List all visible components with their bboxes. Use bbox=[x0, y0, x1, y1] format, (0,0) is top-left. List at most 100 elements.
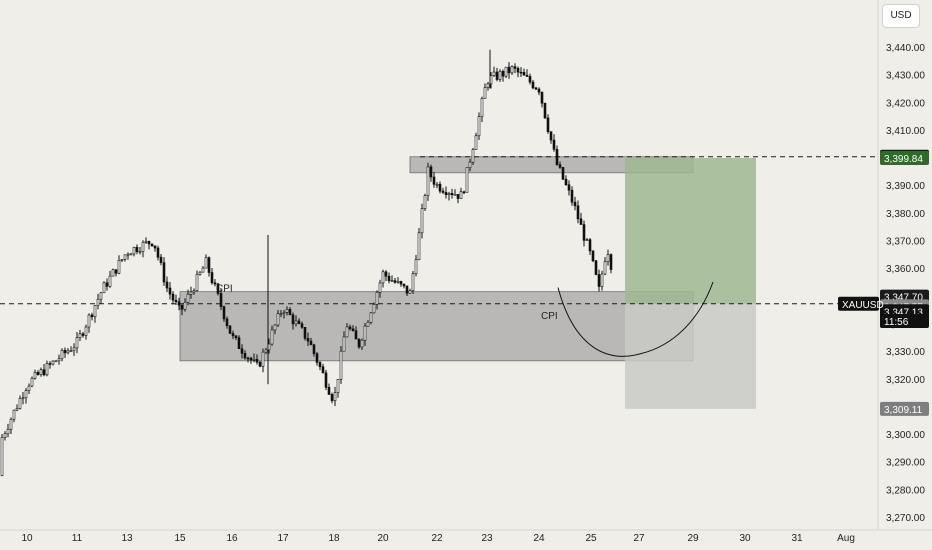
candle bbox=[357, 338, 361, 349]
candle bbox=[189, 286, 193, 299]
candle bbox=[558, 161, 562, 169]
time-tick: 27 bbox=[633, 533, 645, 544]
candle bbox=[201, 266, 205, 273]
candle bbox=[492, 66, 496, 78]
candle bbox=[330, 392, 334, 404]
candle bbox=[162, 257, 166, 287]
price-axis[interactable]: 3,440.003,430.003,420.003,410.003,400.00… bbox=[838, 43, 929, 524]
candle bbox=[327, 383, 331, 396]
candle bbox=[294, 315, 298, 327]
candle bbox=[312, 343, 316, 357]
candle bbox=[255, 354, 259, 365]
candle bbox=[354, 326, 358, 340]
price-tick: 3,320.00 bbox=[886, 375, 925, 386]
candle bbox=[579, 212, 583, 225]
price-tick: 3,390.00 bbox=[886, 181, 925, 192]
candle bbox=[261, 348, 265, 373]
candle bbox=[3, 431, 7, 441]
candle bbox=[495, 67, 499, 82]
candle bbox=[279, 310, 283, 318]
candle bbox=[36, 370, 40, 376]
svg-text:11:56: 11:56 bbox=[884, 317, 909, 328]
candle bbox=[213, 279, 217, 287]
candle bbox=[243, 350, 247, 360]
candle bbox=[516, 66, 520, 78]
support-zone bbox=[179, 291, 694, 362]
candle bbox=[513, 63, 517, 74]
candle bbox=[21, 392, 25, 405]
candle bbox=[96, 293, 100, 310]
candle bbox=[528, 73, 532, 85]
symbol-tag: XAUUSD bbox=[838, 296, 884, 311]
candle bbox=[411, 271, 415, 294]
time-tick: 30 bbox=[739, 533, 751, 544]
candle bbox=[177, 297, 181, 311]
candle bbox=[417, 228, 421, 261]
candle bbox=[225, 316, 229, 329]
candle bbox=[303, 326, 307, 341]
candle bbox=[432, 172, 436, 188]
candle bbox=[114, 269, 118, 277]
candle bbox=[150, 243, 154, 247]
candle bbox=[69, 346, 73, 353]
candle bbox=[57, 354, 61, 365]
candle bbox=[33, 369, 37, 380]
candle bbox=[588, 237, 592, 255]
candle bbox=[300, 321, 304, 329]
candle bbox=[576, 200, 580, 224]
candle bbox=[549, 131, 553, 144]
candle bbox=[309, 337, 313, 346]
candle bbox=[342, 331, 346, 352]
candle bbox=[498, 69, 502, 82]
candle bbox=[537, 87, 541, 96]
price-tick: 3,430.00 bbox=[886, 71, 925, 82]
candle bbox=[534, 86, 538, 90]
candle bbox=[0, 434, 4, 477]
candle bbox=[288, 307, 292, 316]
price-label: 3,309.11 bbox=[880, 401, 929, 416]
candle bbox=[372, 302, 376, 314]
time-tick: 22 bbox=[431, 533, 443, 544]
candle bbox=[339, 346, 343, 384]
candle bbox=[378, 279, 382, 298]
candle bbox=[102, 281, 106, 294]
candle bbox=[99, 291, 103, 305]
candle bbox=[306, 332, 310, 347]
candle bbox=[222, 305, 226, 322]
candle bbox=[81, 331, 85, 338]
candle bbox=[384, 270, 388, 281]
candle bbox=[132, 246, 136, 257]
price-tick: 3,280.00 bbox=[886, 485, 925, 496]
candle bbox=[15, 404, 19, 412]
candle bbox=[381, 269, 385, 288]
time-tick: 20 bbox=[377, 533, 389, 544]
candle bbox=[246, 356, 250, 363]
time-axis[interactable]: 10 11 13 15 16 17 18 20 22 23 24 25 27 29 30 31 Aug bbox=[21, 533, 854, 544]
currency-button[interactable]: USD bbox=[882, 4, 920, 28]
candle bbox=[78, 329, 82, 342]
candle bbox=[117, 255, 121, 275]
candle bbox=[93, 305, 97, 323]
candle bbox=[405, 285, 409, 297]
candle bbox=[483, 83, 487, 99]
price-tick: 3,410.00 bbox=[886, 126, 925, 137]
candle bbox=[168, 282, 172, 300]
candle bbox=[360, 338, 364, 350]
candle bbox=[192, 288, 196, 295]
candle bbox=[519, 67, 523, 77]
candle bbox=[420, 203, 424, 239]
price-tick: 3,440.00 bbox=[886, 43, 925, 54]
price-tick: 3,380.00 bbox=[886, 209, 925, 220]
svg-text:XAUUSD: XAUUSD bbox=[842, 300, 884, 311]
candle bbox=[408, 288, 412, 294]
candle bbox=[138, 246, 142, 255]
candle bbox=[240, 344, 244, 359]
long-position[interactable] bbox=[625, 158, 756, 409]
time-tick: 29 bbox=[687, 533, 699, 544]
candle bbox=[231, 330, 235, 340]
candle bbox=[348, 324, 352, 331]
candle bbox=[321, 363, 325, 374]
candle bbox=[543, 102, 547, 119]
